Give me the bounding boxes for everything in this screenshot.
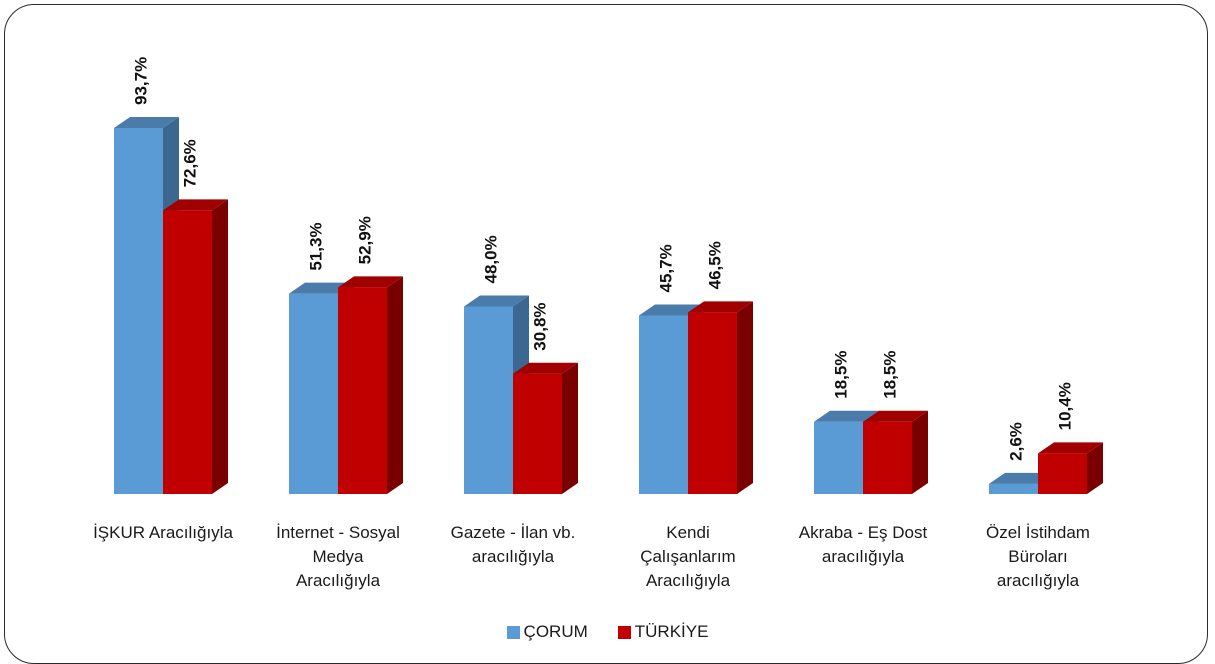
value-label-corum-4: 18,5% (832, 351, 851, 399)
value-label-turkiye-4: 18,5% (881, 351, 900, 399)
bar-corum-2 (464, 306, 513, 494)
category-label-4-1: aracılığıyla (822, 547, 905, 566)
bar-corum-3 (639, 315, 688, 494)
bar-turkiye-1 (338, 287, 387, 494)
bar-turkiye-5 (1038, 453, 1087, 494)
category-label-3-2: Aracılığıyla (646, 571, 731, 590)
bar-chart: 93,7% 72,6% İŞKUR Aracılığıyla 51,3% 52,9% İn… (93, 57, 1103, 590)
category-label-1-2: Aracılığıyla (296, 571, 381, 590)
value-label-corum-2: 48,0% (482, 235, 501, 283)
category-label-3-0: Kendi (666, 523, 709, 542)
category-label-1-1: Medya (312, 547, 364, 566)
value-label-turkiye-2: 30,8% (531, 302, 550, 350)
value-label-corum-3: 45,7% (657, 244, 676, 292)
bar-side-turkiye-3 (737, 301, 753, 494)
category-label-3-1: Çalışanlarım (640, 547, 735, 566)
bar-top-corum-0 (114, 117, 179, 128)
bar-side-turkiye-1 (387, 276, 403, 494)
legend-label-corum: ÇORUM (523, 622, 588, 641)
bar-turkiye-3 (688, 312, 737, 494)
category-label-1-0: İnternet - Sosyal (276, 523, 400, 542)
category-label-5-0: Özel İstihdam (986, 523, 1090, 542)
bar-top-turkiye-0 (163, 199, 228, 211)
category-label-5-2: aracılığıyla (997, 571, 1080, 590)
category-label-2-0: Gazete - İlan vb. (451, 523, 576, 542)
legend-swatch-turkiye (617, 625, 631, 639)
value-label-turkiye-1: 52,9% (356, 216, 375, 264)
category-label-4-0: Akraba - Eş Dost (799, 523, 928, 542)
bar-top-turkiye-4 (863, 410, 928, 422)
bar-side-turkiye-2 (562, 362, 578, 494)
bar-turkiye-0 (163, 210, 212, 495)
bar-top-corum-3 (639, 304, 704, 316)
bar-top-corum-2 (464, 295, 529, 307)
legend-swatch-corum (506, 625, 520, 639)
bar-top-turkiye-2 (513, 362, 578, 374)
legend-item-turkiye: TÜRKİYE (617, 622, 709, 642)
category-label-0-0: İŞKUR Aracılığıyla (93, 523, 233, 542)
value-label-turkiye-5: 10,4% (1056, 382, 1075, 430)
value-label-turkiye-0: 72,6% (181, 139, 200, 187)
bar-top-turkiye-3 (688, 301, 753, 313)
value-label-turkiye-3: 46,5% (706, 241, 725, 289)
bar-corum-1 (289, 293, 338, 494)
bar-top-turkiye-5 (1038, 442, 1103, 454)
bar-side-turkiye-4 (912, 410, 928, 494)
legend-item-corum: ÇORUM (506, 622, 588, 642)
legend-label-turkiye: TÜRKİYE (634, 622, 709, 641)
category-label-5-1: Büroları (1008, 547, 1068, 566)
value-label-corum-5: 2,6% (1007, 422, 1026, 461)
value-label-corum-1: 51,3% (307, 222, 326, 270)
value-label-corum-0: 93,7% (132, 57, 151, 105)
bar-top-corum-1 (289, 282, 354, 294)
bar-top-corum-4 (814, 410, 879, 422)
bar-top-turkiye-1 (338, 276, 403, 288)
bar-corum-4 (814, 421, 863, 494)
bar-top-corum-5 (989, 472, 1054, 484)
bar-side-turkiye-5 (1087, 442, 1103, 494)
bar-turkiye-4 (863, 421, 912, 494)
bar-corum-5 (989, 483, 1038, 494)
bar-turkiye-2 (513, 373, 562, 494)
category-label-2-1: aracılığıyla (472, 547, 555, 566)
bar-side-turkiye-0 (212, 199, 228, 495)
legend: ÇORUM TÜRKİYE (0, 622, 1215, 642)
bar-corum-0 (114, 128, 163, 494)
